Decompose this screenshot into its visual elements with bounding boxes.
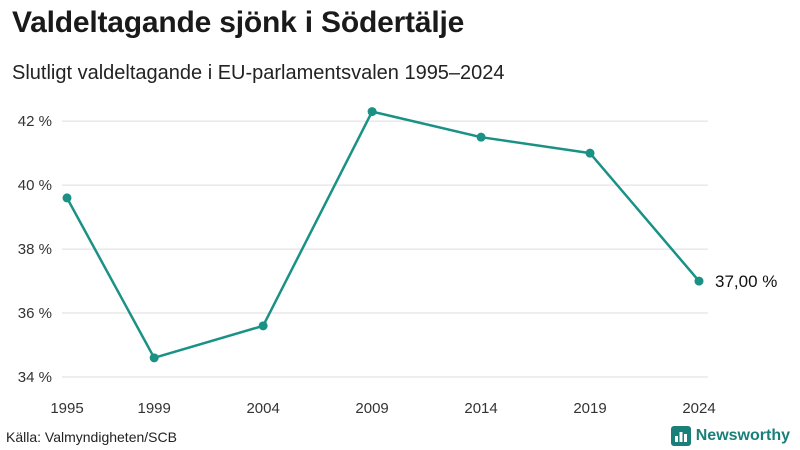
x-tick-label: 1999 — [137, 400, 170, 417]
brand-logo: Newsworthy — [670, 426, 790, 446]
series-points — [62, 107, 704, 363]
source-note: Källa: Valmyndigheten/SCB — [6, 429, 177, 445]
x-axis-ticks: 1995 1999 2004 2009 2014 2019 2024 — [50, 400, 715, 417]
chart-subtitle: Slutligt valdeltagande i EU-parlamentsva… — [12, 62, 505, 84]
data-point — [62, 193, 72, 203]
brand-name: Newsworthy — [695, 427, 790, 444]
data-point — [694, 276, 704, 286]
chart-title: Valdeltagande sjönk i Södertälje — [12, 6, 465, 39]
series-line — [65, 110, 701, 360]
y-tick-label: 38 % — [18, 241, 52, 258]
end-value-label: 37,00 % — [715, 272, 777, 291]
series-line-group — [65, 110, 701, 360]
data-point — [258, 321, 268, 331]
data-point — [367, 107, 377, 117]
data-point — [476, 132, 486, 142]
data-labels: 37,00 % — [715, 272, 777, 291]
y-tick-label: 40 % — [18, 177, 52, 194]
x-tick-label: 2014 — [464, 400, 497, 417]
x-tick-label: 2019 — [573, 400, 606, 417]
y-tick-label: 36 % — [18, 305, 52, 322]
data-point — [149, 353, 159, 363]
y-axis-ticks: 34 % 36 % 38 % 40 % 42 % — [18, 113, 52, 386]
gridlines — [62, 120, 708, 378]
x-tick-label: 1995 — [50, 400, 83, 417]
y-tick-label: 42 % — [18, 113, 52, 130]
y-tick-label: 34 % — [18, 369, 52, 386]
x-tick-label: 2024 — [682, 400, 715, 417]
x-tick-label: 2009 — [355, 400, 388, 417]
bar-chart-logo-icon — [670, 426, 691, 446]
data-point — [585, 148, 595, 158]
x-tick-label: 2004 — [246, 400, 279, 417]
